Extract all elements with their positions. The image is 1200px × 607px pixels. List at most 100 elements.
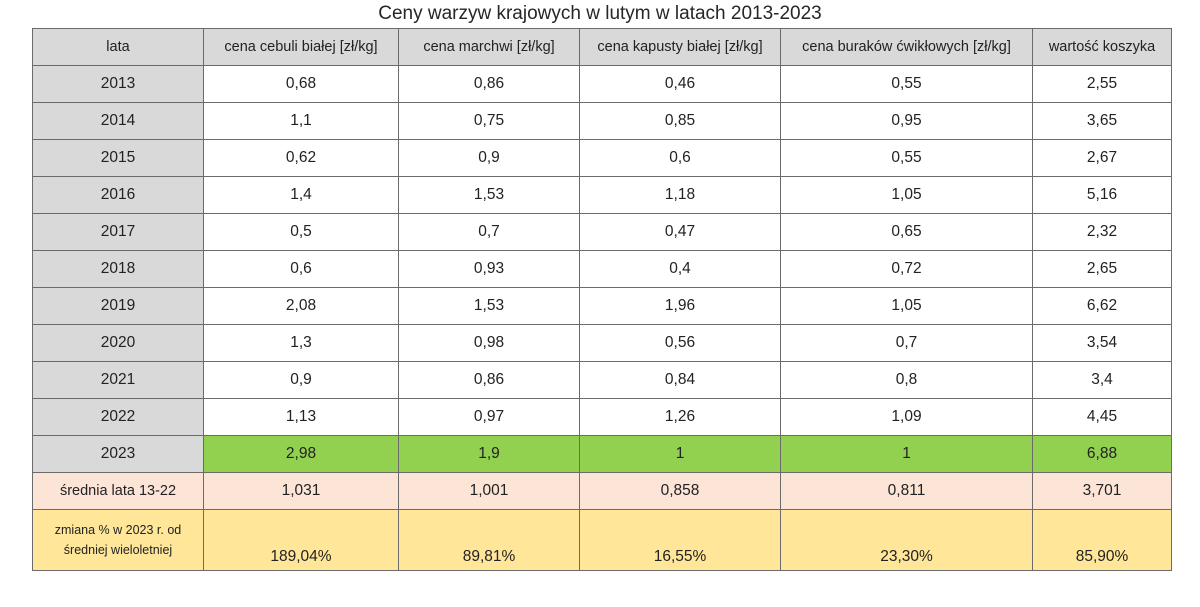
year-cell: 2015 bbox=[32, 139, 204, 177]
basket-value-cell: 2,67 bbox=[1032, 139, 1172, 177]
cabbage-price-cell: 0,47 bbox=[579, 213, 781, 251]
cabbage-price-cell: 1 bbox=[579, 435, 781, 473]
basket-value-cell: 3,4 bbox=[1032, 361, 1172, 399]
header-years: lata bbox=[32, 28, 204, 66]
beetroot-price-cell: 1,05 bbox=[780, 176, 1033, 214]
table-row-2023-highlighted: 2023 2,98 1,9 1 1 6,88 bbox=[32, 435, 1172, 473]
basket-value-cell: 2,55 bbox=[1032, 65, 1172, 103]
change-onion-cell: 189,04% bbox=[203, 509, 399, 571]
beetroot-price-cell: 1 bbox=[780, 435, 1033, 473]
change-label-line1: zmiana % w 2023 r. od bbox=[54, 523, 182, 537]
onion-price-cell: 0,9 bbox=[203, 361, 399, 399]
onion-price-cell: 2,08 bbox=[203, 287, 399, 325]
cabbage-price-cell: 1,26 bbox=[579, 398, 781, 436]
change-label: zmiana % w 2023 r. od średniej wieloletn… bbox=[32, 509, 204, 571]
onion-price-cell: 1,3 bbox=[203, 324, 399, 362]
cabbage-price-cell: 0,46 bbox=[579, 65, 781, 103]
table-row: 2017 0,5 0,7 0,47 0,65 2,32 bbox=[32, 213, 1172, 251]
cabbage-price-cell: 0,6 bbox=[579, 139, 781, 177]
beetroot-price-cell: 0,65 bbox=[780, 213, 1033, 251]
year-cell: 2017 bbox=[32, 213, 204, 251]
onion-price-cell: 0,68 bbox=[203, 65, 399, 103]
average-label: średnia lata 13-22 bbox=[32, 472, 204, 510]
basket-value-cell: 5,16 bbox=[1032, 176, 1172, 214]
price-table: lata cena cebuli białej [zł/kg] cena mar… bbox=[32, 28, 1172, 571]
cabbage-price-cell: 1,96 bbox=[579, 287, 781, 325]
basket-value-cell: 3,65 bbox=[1032, 102, 1172, 140]
year-cell: 2018 bbox=[32, 250, 204, 288]
year-cell: 2022 bbox=[32, 398, 204, 436]
carrot-price-cell: 1,53 bbox=[398, 287, 580, 325]
table-row: 2020 1,3 0,98 0,56 0,7 3,54 bbox=[32, 324, 1172, 362]
table-row: 2014 1,1 0,75 0,85 0,95 3,65 bbox=[32, 102, 1172, 140]
cabbage-price-cell: 0,56 bbox=[579, 324, 781, 362]
change-basket-cell: 85,90% bbox=[1032, 509, 1172, 571]
beetroot-price-cell: 0,55 bbox=[780, 139, 1033, 177]
onion-price-cell: 1,13 bbox=[203, 398, 399, 436]
change-label-line2: średniej wieloletniej bbox=[63, 543, 173, 557]
year-cell: 2023 bbox=[32, 435, 204, 473]
carrot-price-cell: 0,7 bbox=[398, 213, 580, 251]
cabbage-price-cell: 0,84 bbox=[579, 361, 781, 399]
cabbage-price-cell: 0,85 bbox=[579, 102, 781, 140]
average-carrot-cell: 1,001 bbox=[398, 472, 580, 510]
basket-value-cell: 2,32 bbox=[1032, 213, 1172, 251]
table-row: 2018 0,6 0,93 0,4 0,72 2,65 bbox=[32, 250, 1172, 288]
change-cabbage-cell: 16,55% bbox=[579, 509, 781, 571]
carrot-price-cell: 0,86 bbox=[398, 65, 580, 103]
beetroot-price-cell: 1,09 bbox=[780, 398, 1033, 436]
carrot-price-cell: 0,98 bbox=[398, 324, 580, 362]
year-cell: 2019 bbox=[32, 287, 204, 325]
onion-price-cell: 0,5 bbox=[203, 213, 399, 251]
table-row: 2015 0,62 0,9 0,6 0,55 2,67 bbox=[32, 139, 1172, 177]
beetroot-price-cell: 0,95 bbox=[780, 102, 1033, 140]
change-carrot-cell: 89,81% bbox=[398, 509, 580, 571]
onion-price-cell: 2,98 bbox=[203, 435, 399, 473]
year-cell: 2020 bbox=[32, 324, 204, 362]
cabbage-price-cell: 1,18 bbox=[579, 176, 781, 214]
carrot-price-cell: 0,86 bbox=[398, 361, 580, 399]
beetroot-price-cell: 0,72 bbox=[780, 250, 1033, 288]
table-row: 2021 0,9 0,86 0,84 0,8 3,4 bbox=[32, 361, 1172, 399]
carrot-price-cell: 1,9 bbox=[398, 435, 580, 473]
beetroot-price-cell: 0,55 bbox=[780, 65, 1033, 103]
average-onion-cell: 1,031 bbox=[203, 472, 399, 510]
average-basket-cell: 3,701 bbox=[1032, 472, 1172, 510]
header-row: lata cena cebuli białej [zł/kg] cena mar… bbox=[32, 28, 1172, 66]
basket-value-cell: 3,54 bbox=[1032, 324, 1172, 362]
average-beetroot-cell: 0,811 bbox=[780, 472, 1033, 510]
basket-value-cell: 6,62 bbox=[1032, 287, 1172, 325]
header-beetroot-price: cena buraków ćwikłowych [zł/kg] bbox=[780, 28, 1033, 66]
average-row: średnia lata 13-22 1,031 1,001 0,858 0,8… bbox=[32, 472, 1172, 510]
year-cell: 2016 bbox=[32, 176, 204, 214]
header-basket-value: wartość koszyka bbox=[1032, 28, 1172, 66]
beetroot-price-cell: 1,05 bbox=[780, 287, 1033, 325]
carrot-price-cell: 0,9 bbox=[398, 139, 580, 177]
year-cell: 2021 bbox=[32, 361, 204, 399]
beetroot-price-cell: 0,7 bbox=[780, 324, 1033, 362]
average-cabbage-cell: 0,858 bbox=[579, 472, 781, 510]
change-beetroot-cell: 23,30% bbox=[780, 509, 1033, 571]
onion-price-cell: 1,4 bbox=[203, 176, 399, 214]
year-cell: 2013 bbox=[32, 65, 204, 103]
basket-value-cell: 4,45 bbox=[1032, 398, 1172, 436]
onion-price-cell: 1,1 bbox=[203, 102, 399, 140]
basket-value-cell: 2,65 bbox=[1032, 250, 1172, 288]
table-row: 2013 0,68 0,86 0,46 0,55 2,55 bbox=[32, 65, 1172, 103]
carrot-price-cell: 1,53 bbox=[398, 176, 580, 214]
carrot-price-cell: 0,75 bbox=[398, 102, 580, 140]
carrot-price-cell: 0,97 bbox=[398, 398, 580, 436]
table-title: Ceny warzyw krajowych w lutym w latach 2… bbox=[378, 3, 822, 24]
basket-value-cell: 6,88 bbox=[1032, 435, 1172, 473]
table-row: 2019 2,08 1,53 1,96 1,05 6,62 bbox=[32, 287, 1172, 325]
table-row: 2016 1,4 1,53 1,18 1,05 5,16 bbox=[32, 176, 1172, 214]
header-cabbage-price: cena kapusty białej [zł/kg] bbox=[579, 28, 781, 66]
header-carrot-price: cena marchwi [zł/kg] bbox=[398, 28, 580, 66]
year-cell: 2014 bbox=[32, 102, 204, 140]
onion-price-cell: 0,62 bbox=[203, 139, 399, 177]
carrot-price-cell: 0,93 bbox=[398, 250, 580, 288]
change-row: zmiana % w 2023 r. od średniej wieloletn… bbox=[32, 509, 1172, 571]
beetroot-price-cell: 0,8 bbox=[780, 361, 1033, 399]
header-onion-price: cena cebuli białej [zł/kg] bbox=[203, 28, 399, 66]
cabbage-price-cell: 0,4 bbox=[579, 250, 781, 288]
